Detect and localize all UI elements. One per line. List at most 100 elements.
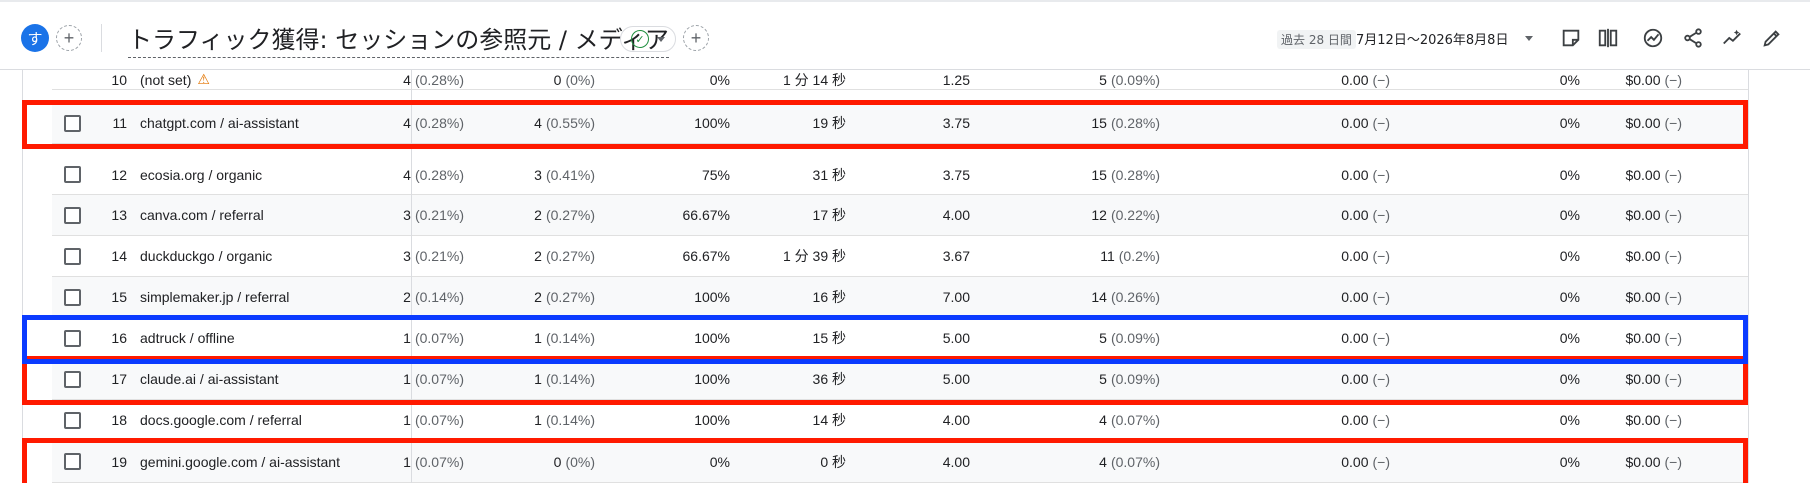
metric-share: (−): [1372, 115, 1391, 131]
metric-cell-c3: 100%: [610, 400, 730, 440]
dimension-cell[interactable]: chatgpt.com / ai-assistant: [140, 103, 299, 143]
date-preset-label[interactable]: 過去 28 日間: [1277, 30, 1356, 49]
row-checkbox[interactable]: [64, 329, 81, 347]
dimension-cell[interactable]: docs.google.com / referral: [140, 400, 302, 440]
metric-cell-c9: $0.00 (−): [1590, 155, 1682, 194]
metric-cell-c8: 0%: [1400, 277, 1580, 317]
dimension-cell[interactable]: duckduckgo / organic: [140, 236, 272, 276]
insights-icon[interactable]: [1640, 25, 1666, 51]
metric-cell-c9: $0.00 (−): [1590, 441, 1682, 482]
data-table: 10 (not set) ⚠ 4 (0.28%) 0 (0%) 0% 1 分 14 秒 1.25 5…: [0, 70, 1810, 483]
metric-cell-c2: 2 (0.27%): [460, 277, 595, 317]
metric-value: 0%: [709, 453, 730, 470]
edit-note-icon[interactable]: [1558, 25, 1584, 51]
pencil-edit-icon[interactable]: [1759, 25, 1785, 51]
source-medium-label[interactable]: docs.google.com / referral: [140, 412, 302, 428]
row-checkbox-cell: [52, 195, 92, 235]
row-checkbox[interactable]: [64, 411, 81, 429]
report-status-chip[interactable]: ✓: [620, 26, 676, 52]
metric-share: (0.27%): [545, 289, 595, 305]
date-dropdown-icon[interactable]: [1525, 36, 1533, 41]
table-row[interactable]: 16 adtruck / offline 1 (0.07%) 1 (0.14%) 100% 1…: [52, 318, 1748, 359]
row-checkbox[interactable]: [64, 114, 81, 132]
metric-cell-c6: 12 (0.22%): [960, 195, 1160, 235]
share-icon[interactable]: [1680, 25, 1706, 51]
row-index: 10: [111, 71, 127, 88]
table-row[interactable]: 12 ecosia.org / organic 4 (0.28%) 3 (0.41%) 75…: [52, 155, 1748, 195]
metric-value: 5: [1099, 71, 1107, 88]
table-row[interactable]: 19 gemini.google.com / ai-assistant 1 (0.07…: [52, 441, 1748, 483]
source-medium-label[interactable]: claude.ai / ai-assistant: [140, 371, 279, 387]
row-checkbox[interactable]: [64, 166, 81, 183]
metric-share: (0.07%): [414, 330, 464, 346]
metric-cell-c9: $0.00 (−): [1590, 277, 1682, 317]
source-medium-label[interactable]: (not set): [140, 71, 192, 88]
dimension-cell[interactable]: (not set) ⚠: [140, 70, 210, 89]
metric-value: $0.00: [1625, 289, 1661, 305]
metric-value: 4: [534, 115, 542, 131]
sparkle-insights-icon[interactable]: [1719, 25, 1745, 51]
metric-value: 3: [534, 166, 542, 183]
user-avatar[interactable]: す: [21, 24, 49, 52]
table-row[interactable]: 14 duckduckgo / organic 3 (0.21%) 2 (0.27%) 66…: [52, 236, 1748, 277]
dimension-cell[interactable]: gemini.google.com / ai-assistant: [140, 441, 340, 482]
add-segment-button[interactable]: +: [56, 25, 82, 51]
metric-share: (0.14%): [545, 371, 595, 387]
dimension-cell[interactable]: simplemaker.jp / referral: [140, 277, 289, 317]
metric-value: 0%: [1559, 371, 1580, 387]
metric-share: (0.14%): [545, 330, 595, 346]
compare-columns-icon[interactable]: [1595, 25, 1621, 51]
metric-cell-c8: 0%: [1400, 441, 1580, 482]
source-medium-label[interactable]: chatgpt.com / ai-assistant: [140, 115, 299, 131]
metric-cell-c4: 36 秒: [730, 359, 846, 399]
metric-value: 0%: [1559, 412, 1580, 428]
metric-share: (0.28%): [414, 115, 464, 131]
metric-value: 4.00: [942, 412, 970, 428]
table-row[interactable]: 18 docs.google.com / referral 1 (0.07%) 1 (0.…: [52, 400, 1748, 441]
metric-cell-c5: 4.00: [860, 400, 970, 440]
metric-share: (0.21%): [414, 248, 464, 264]
dimension-cell[interactable]: claude.ai / ai-assistant: [140, 359, 279, 399]
metric-value: $0.00: [1625, 71, 1661, 88]
row-index: 14: [111, 248, 127, 264]
metric-share: (0.55%): [545, 115, 595, 131]
source-medium-label[interactable]: canva.com / referral: [140, 207, 264, 223]
source-medium-label[interactable]: adtruck / offline: [140, 330, 235, 346]
metric-cell-c6: 11 (0.2%): [960, 236, 1160, 276]
metric-value: 19 秒: [812, 115, 846, 131]
metric-value: 75%: [701, 166, 730, 183]
table-row[interactable]: 10 (not set) ⚠ 4 (0.28%) 0 (0%) 0% 1 分 14 秒 1.25 5…: [52, 70, 1748, 90]
row-checkbox[interactable]: [64, 288, 81, 306]
page-title[interactable]: トラフィック獲得: セッションの参照元 / メディア: [128, 20, 669, 58]
dimension-cell[interactable]: adtruck / offline: [140, 318, 235, 358]
dimension-cell[interactable]: ecosia.org / organic: [140, 155, 262, 194]
source-medium-label[interactable]: simplemaker.jp / referral: [140, 289, 290, 305]
source-medium-label[interactable]: duckduckgo / organic: [140, 248, 273, 264]
row-checkbox[interactable]: [64, 247, 81, 265]
table-row[interactable]: 13 canva.com / referral 3 (0.21%) 2 (0.27%) 66…: [52, 195, 1748, 236]
header-divider: [101, 24, 102, 52]
metric-cell-c2: 1 (0.14%): [460, 359, 595, 399]
row-checkbox[interactable]: [64, 453, 81, 470]
dimension-cell[interactable]: canva.com / referral: [140, 195, 264, 235]
metric-cell-c7: 0.00 (−): [1200, 195, 1390, 235]
table-row[interactable]: 17 claude.ai / ai-assistant 1 (0.07%) 1 (0.14…: [52, 359, 1748, 400]
metric-value: 1: [403, 330, 411, 346]
date-range-text[interactable]: 7月12日〜2026年8月8日: [1356, 33, 1509, 48]
metric-cell-c3: 75%: [610, 155, 730, 194]
row-checkbox[interactable]: [64, 206, 81, 224]
row-checkbox[interactable]: [64, 370, 81, 388]
metric-value: 4: [403, 166, 411, 183]
source-medium-label[interactable]: ecosia.org / organic: [140, 166, 263, 183]
metric-cell-c8: 0%: [1400, 236, 1580, 276]
metric-value: 0%: [709, 71, 730, 88]
metric-value: 0.00: [1341, 371, 1369, 387]
source-medium-label[interactable]: gemini.google.com / ai-assistant: [140, 453, 340, 470]
metric-cell-c1: 1 (0.07%): [320, 359, 464, 399]
table-row[interactable]: 15 simplemaker.jp / referral 2 (0.14%) 2 (0.2…: [52, 277, 1748, 318]
table-row[interactable]: 11 chatgpt.com / ai-assistant 4 (0.28%) 4 (0.…: [52, 103, 1748, 144]
metric-cell-c6: 4 (0.07%): [960, 400, 1160, 440]
row-checkbox-cell: [52, 441, 92, 482]
add-comparison-button[interactable]: +: [683, 25, 709, 51]
warning-icon[interactable]: ⚠: [197, 71, 210, 87]
